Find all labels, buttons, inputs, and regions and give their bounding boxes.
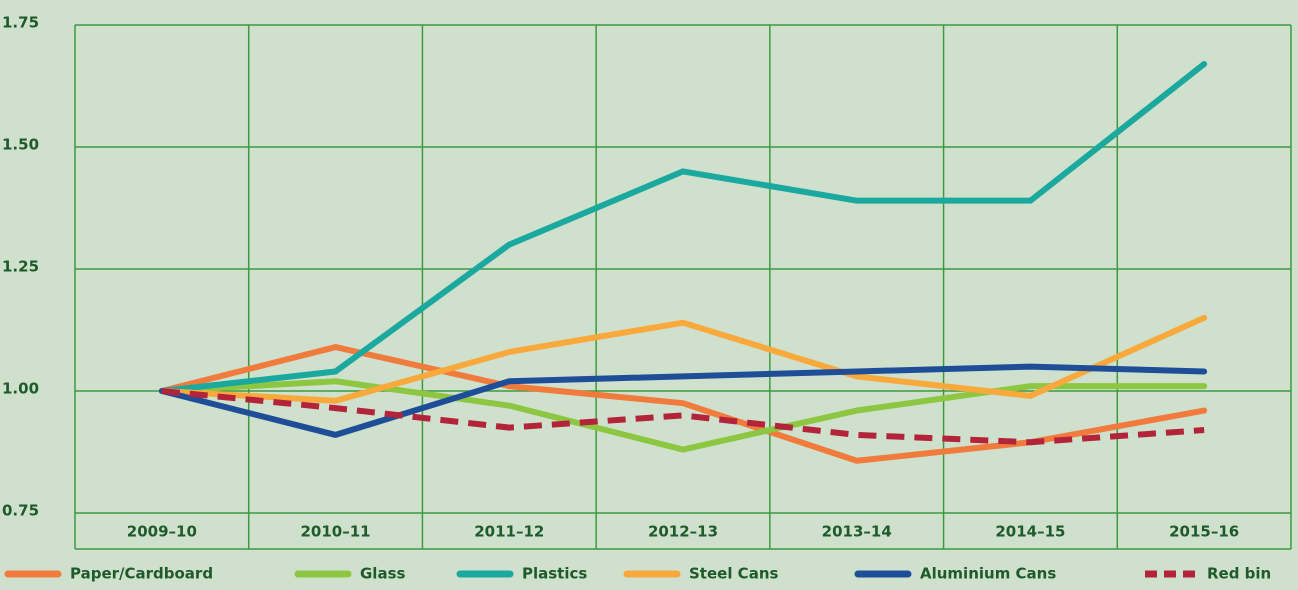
y-tick-label: 1.50	[2, 136, 39, 154]
x-tick-label: 2012–13	[648, 523, 718, 541]
series-line	[158, 314, 1208, 404]
y-tick-label: 0.75	[2, 502, 39, 520]
y-tick-label: 1.25	[2, 258, 39, 276]
series-line	[158, 378, 1208, 453]
legend-label: Plastics	[522, 565, 587, 583]
legend-label: Red bin	[1207, 565, 1271, 583]
legend-label: Glass	[360, 565, 406, 583]
x-tick-label: 2009–10	[127, 523, 197, 541]
legend-label: Steel Cans	[689, 565, 778, 583]
series-line	[158, 363, 1208, 438]
legend-label: Aluminium Cans	[920, 565, 1056, 583]
x-tick-label: 2013–14	[822, 523, 892, 541]
series-line	[161, 388, 1205, 446]
x-tick-label: 2010–11	[301, 523, 371, 541]
y-tick-label: 1.75	[2, 14, 39, 32]
x-tick-label: 2014–15	[995, 523, 1065, 541]
y-tick-label: 1.00	[2, 380, 39, 398]
series-line	[158, 61, 1208, 394]
legend-label: Paper/Cardboard	[70, 565, 213, 583]
x-tick-label: 2015–16	[1169, 523, 1239, 541]
x-tick-label: 2011–12	[474, 523, 544, 541]
